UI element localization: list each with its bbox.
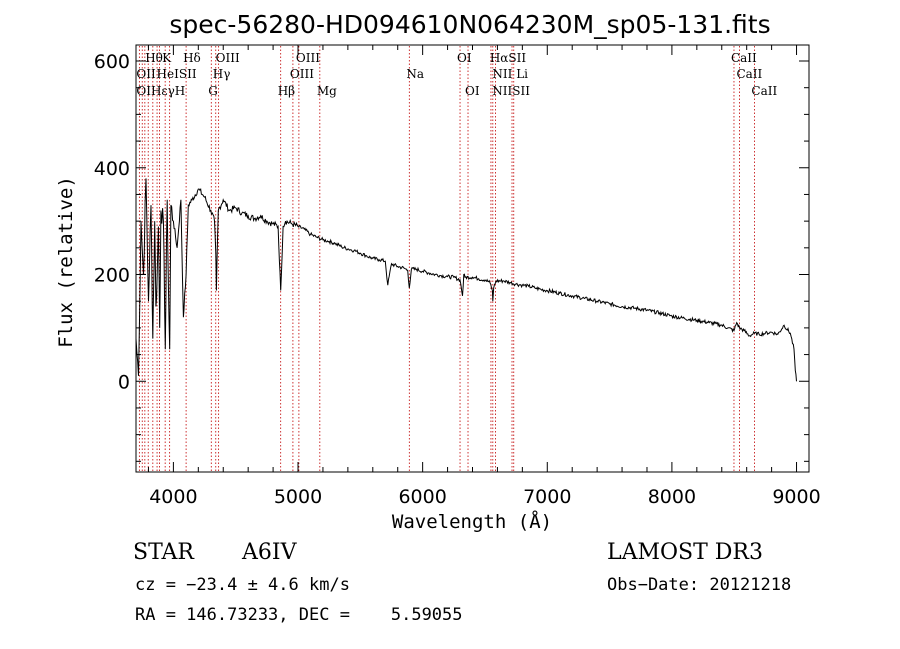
spectral-line-label: Mg — [317, 84, 337, 98]
object-subclass: A6IV — [241, 540, 298, 565]
spectral-line-labels: Hθ K Hδ OIII OIII OI HαSII CaII OII HeISII Hγ OIII N… — [136, 51, 777, 98]
flux-series — [135, 178, 797, 382]
spectral-line-label: OI — [457, 51, 472, 65]
spectral-line-label: NIISII — [492, 84, 530, 98]
y-tick-label: 600 — [94, 51, 130, 73]
y-tick-label: 0 — [118, 371, 130, 393]
spectral-line-label: Hβ — [278, 84, 295, 98]
spectral-line-label: OI — [465, 84, 480, 98]
x-tick-label: 7000 — [523, 486, 571, 508]
spectral-line-label: Hγ — [213, 67, 231, 81]
spectral-line-markers — [138, 46, 755, 471]
spectral-line-label: CaII — [731, 51, 757, 65]
spectral-line-label: CaII — [751, 84, 777, 98]
y-axis-label: Flux (relative) — [55, 176, 77, 348]
x-tick-label: 8000 — [648, 486, 696, 508]
spectral-line-label: HαSII — [490, 51, 527, 65]
chart-title: spec-56280-HD094610N064230M_sp05-131.fit… — [169, 10, 770, 39]
spectral-line-label: OIII — [296, 51, 320, 65]
y-tick-label: 400 — [94, 158, 130, 180]
x-tick-label: 4000 — [149, 486, 197, 508]
x-tick-label: 5000 — [274, 486, 322, 508]
spectral-line-label: HeISII — [157, 67, 197, 81]
observation-date: Obs−Date: 20121218 — [607, 575, 791, 595]
spectral-line-label: Hθ — [145, 51, 163, 65]
x-tick-label: 6000 — [398, 486, 446, 508]
redshift-cz: cz = −23.4 ± 4.6 km/s — [135, 575, 350, 595]
spectral-line-label: Hδ — [183, 51, 201, 65]
y-tick-label: 200 — [94, 265, 130, 287]
ra-dec: RA = 146.73233, DEC = 5.59055 — [135, 605, 463, 625]
spectral-line-label: Na — [406, 67, 424, 81]
spectral-line-label: NII Li — [492, 67, 528, 81]
survey-name: LAMOST DR3 — [607, 540, 763, 565]
spectral-line-label: OIHεγH — [136, 84, 185, 98]
flux-line — [135, 178, 797, 382]
x-axis-ticks: 4000 5000 6000 7000 8000 9000 — [147, 45, 821, 508]
spectral-line-label: OIII — [216, 51, 240, 65]
spectral-line-label: K — [162, 51, 172, 65]
spectral-line-label: CaII — [736, 67, 762, 81]
object-class: STAR — [133, 540, 195, 565]
x-axis-label: Wavelength (Å) — [392, 510, 552, 533]
spectral-line-label: G — [208, 84, 218, 98]
spectral-line-label: OII — [136, 67, 156, 81]
spectral-line-label: OIII — [290, 67, 314, 81]
x-tick-label: 9000 — [772, 486, 820, 508]
plot-frame — [135, 44, 810, 473]
y-axis-ticks: 0 200 400 600 — [94, 51, 809, 462]
